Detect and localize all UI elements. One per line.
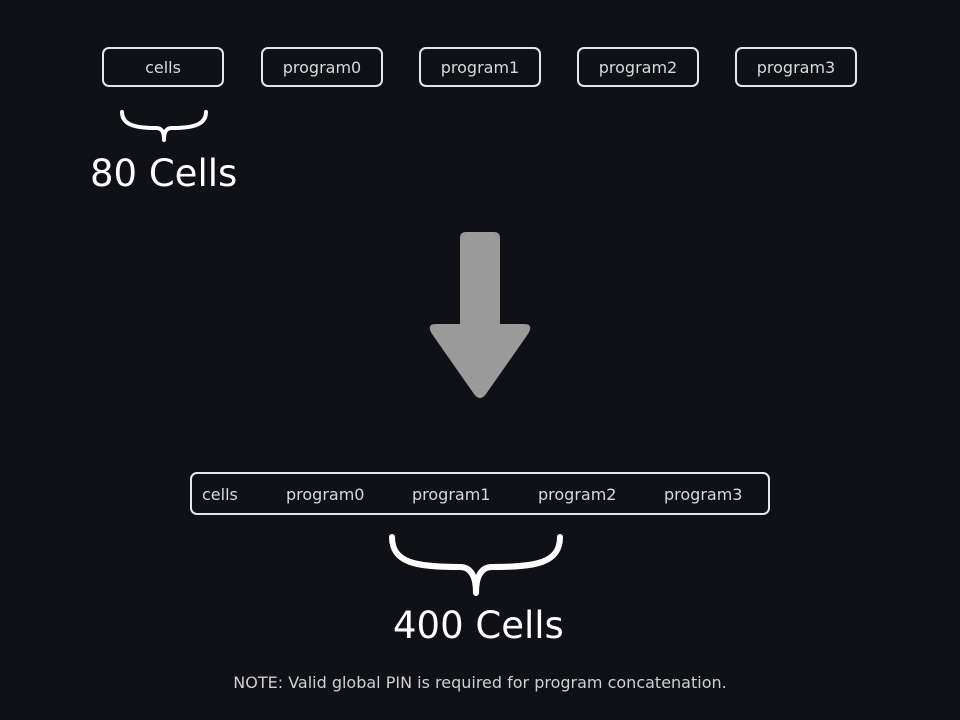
combined-program1-label: program1 [412, 485, 491, 504]
program0-box: program0 [261, 47, 383, 87]
cells-box-label: cells [145, 57, 181, 77]
combined-program-box: cells program0 program1 program2 program… [190, 472, 770, 515]
footnote: NOTE: Valid global PIN is required for p… [233, 673, 727, 692]
down-arrow-icon [429, 232, 531, 398]
program3-box: program3 [735, 47, 857, 87]
program2-box-label: program2 [598, 57, 678, 77]
combined-cells-label: cells [202, 485, 238, 504]
program3-box-label: program3 [756, 57, 836, 77]
program2-box: program2 [577, 47, 699, 87]
small-cell-count-label: 80 Cells [90, 152, 238, 195]
program1-box-label: program1 [440, 57, 520, 77]
small-curly-brace [120, 110, 208, 142]
cells-box: cells [102, 47, 224, 87]
combined-program2-label: program2 [538, 485, 617, 504]
program1-box: program1 [419, 47, 541, 87]
large-curly-brace [389, 534, 563, 596]
combined-program3-label: program3 [664, 485, 743, 504]
program0-box-label: program0 [282, 57, 362, 77]
combined-program0-label: program0 [286, 485, 365, 504]
large-cell-count-label: 400 Cells [393, 604, 564, 647]
